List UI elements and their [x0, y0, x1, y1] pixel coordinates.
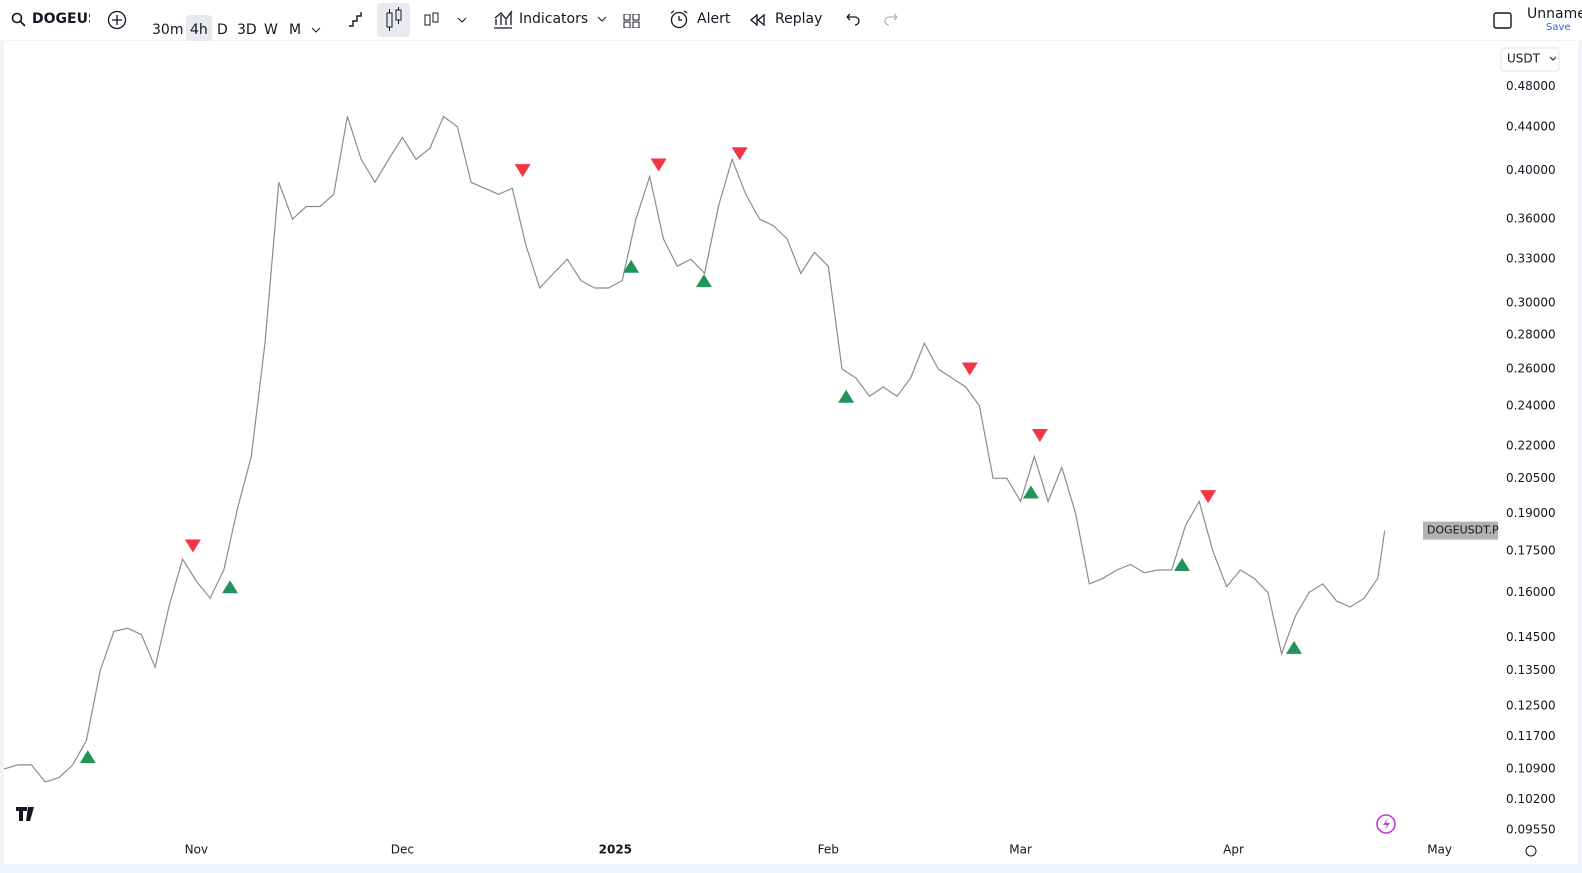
y-tick-label: 0.40000	[1506, 163, 1556, 177]
interval[interactable]: 4h	[186, 15, 212, 45]
x-tick-label: Apr	[1223, 843, 1244, 857]
chart: USDT 0.48000 0.44000 0.40000 0.36000 0.33000…	[3, 41, 1578, 864]
settings[interactable]	[1525, 845, 1537, 857]
y-tick-label: 0.48000	[1506, 79, 1556, 93]
buy-signal	[623, 259, 640, 273]
sell-signal	[184, 539, 201, 553]
interval[interactable]: M	[289, 22, 302, 38]
x-tick-label: Mar	[1009, 843, 1032, 857]
y-tick-label: 0.16000	[1506, 585, 1556, 599]
last-price-tag	[1423, 521, 1498, 540]
sell-signal	[1200, 490, 1217, 504]
interval[interactable]: D	[217, 22, 228, 38]
bolt[interactable]	[1376, 814, 1396, 834]
chart-type[interactable]	[422, 9, 472, 31]
y-tick-label: 0.13500	[1506, 663, 1556, 677]
y-tick-label: 0.30000	[1506, 296, 1556, 310]
y-tick-label: 0.33000	[1506, 252, 1556, 266]
y-tick-label: 0.44000	[1506, 119, 1556, 133]
y-tick-label: 0.36000	[1506, 212, 1556, 226]
save[interactable]: Save	[1546, 22, 1571, 33]
bar-style[interactable]	[346, 9, 366, 31]
y-tick-label: 0.19000	[1506, 506, 1556, 520]
interval[interactable]: W	[264, 22, 278, 38]
buy-signal	[1174, 558, 1191, 572]
replay-icon[interactable]	[749, 12, 767, 28]
bolt-icon	[1383, 818, 1390, 830]
x-tick-label: Dec	[391, 843, 414, 857]
buy-signal	[221, 580, 238, 594]
interval[interactable]: 3D	[237, 22, 257, 38]
replay[interactable]: Replay	[775, 11, 823, 27]
sell-signal	[731, 147, 748, 161]
alert[interactable]: Alert	[697, 11, 731, 27]
y-tick-label: 0.14500	[1506, 630, 1556, 644]
y-tick-label: 0.10900	[1506, 762, 1556, 776]
sell-signal	[1031, 429, 1048, 443]
symbol[interactable]: DOGEUSDT	[32, 11, 90, 27]
menu[interactable]	[596, 14, 646, 28]
add-symbol[interactable]	[107, 10, 127, 30]
x-tick-label: 2025	[599, 843, 632, 857]
indicators[interactable]: Indicators	[519, 11, 589, 27]
y-tick-label: 0.17500	[1506, 544, 1556, 558]
layout-icon[interactable]	[1493, 11, 1513, 31]
y-tick-label: 0.11700	[1506, 729, 1556, 743]
y-tick-label: 0.09550	[1506, 822, 1556, 836]
x-tick-label: Feb	[818, 843, 839, 857]
y-tick-label: 0.26000	[1506, 361, 1556, 375]
chart-bg	[4, 41, 1578, 864]
buy-signal	[1022, 485, 1039, 499]
chevron	[1549, 56, 1557, 61]
alert-icon[interactable]	[669, 9, 691, 31]
y-tick-label: 0.22000	[1506, 438, 1556, 452]
x-tick-label: May	[1427, 843, 1452, 857]
currency[interactable]: USDT	[1507, 52, 1541, 66]
candle-button[interactable]	[377, 3, 410, 37]
layout-name[interactable]: Unnamed	[1527, 6, 1582, 22]
sell-signal	[650, 158, 667, 172]
buy-signal	[838, 389, 855, 403]
y-tick-label: 0.12500	[1506, 699, 1556, 713]
y-tick-label: 0.20500	[1506, 471, 1556, 485]
price-line	[3, 115, 1386, 783]
series-name: DOGEUSDT.P	[1427, 524, 1499, 537]
undo-redo[interactable]	[843, 12, 903, 28]
buy-signal	[79, 750, 96, 764]
y-tick-label: 0.10200	[1506, 792, 1556, 806]
interval[interactable]: 30m	[152, 22, 184, 38]
y-tick-label: 0.24000	[1506, 398, 1556, 412]
x-tick-label: Nov	[185, 843, 208, 857]
buy-signal	[1285, 640, 1302, 654]
interval-menu[interactable]	[310, 26, 322, 36]
sell-signal	[961, 362, 978, 376]
search-icon[interactable]	[11, 12, 27, 28]
logo	[16, 807, 34, 821]
currency-box[interactable]	[1500, 47, 1560, 72]
sell-signal	[514, 164, 531, 178]
buy-signal	[695, 274, 712, 288]
indicators-icon[interactable]	[492, 9, 514, 31]
y-tick-label: 0.28000	[1506, 327, 1556, 341]
